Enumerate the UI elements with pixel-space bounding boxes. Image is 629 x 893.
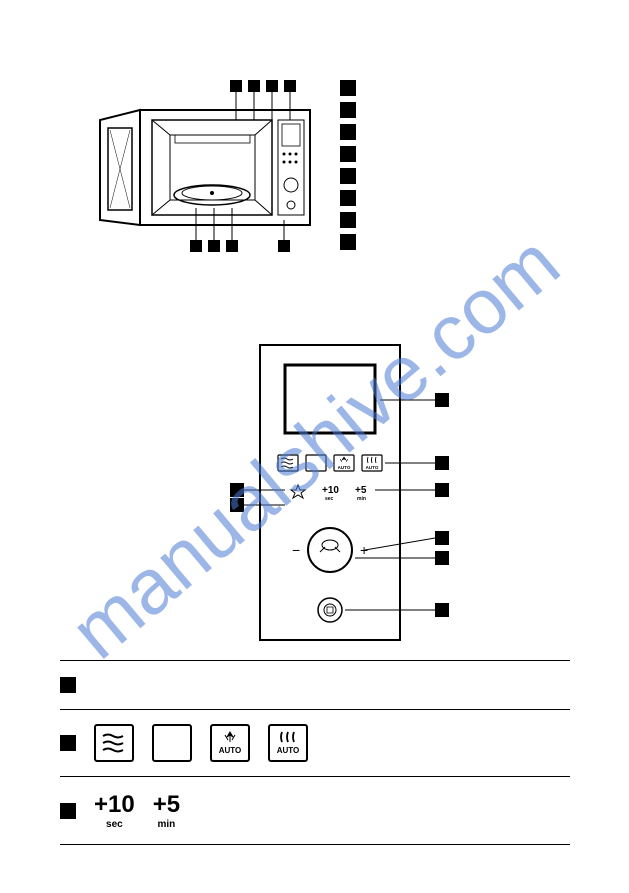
plus-10-unit: sec: [94, 819, 135, 830]
microwave-svg: [90, 80, 315, 255]
legend-row-time: +10 sec +5 min: [60, 777, 570, 844]
svg-text:AUTO: AUTO: [338, 465, 351, 470]
svg-text:+5: +5: [355, 485, 367, 496]
svg-text:AUTO: AUTO: [219, 746, 242, 755]
divider: [60, 844, 570, 845]
lower-section: AUTO AUTO +10 sec +5 min: [60, 660, 570, 845]
label-square: [340, 80, 356, 96]
svg-text:−: −: [292, 542, 300, 558]
label-square: [340, 124, 356, 140]
label-square: [340, 102, 356, 118]
label-square: [340, 234, 356, 250]
microwave-label-column: [340, 80, 356, 256]
label-square: [60, 735, 76, 751]
defrost-auto-icon: AUTO: [210, 724, 250, 762]
plus-10-sec: +10 sec: [94, 791, 135, 830]
label-square: [340, 190, 356, 206]
microwave-icon: [94, 724, 134, 762]
plus-5-min: +5 min: [153, 791, 180, 830]
svg-text:min: min: [357, 496, 366, 502]
control-panel-diagram: AUTO AUTO +10 sec +5 min − +: [230, 340, 490, 655]
svg-text:sec: sec: [325, 496, 334, 502]
legend-row-functions: AUTO AUTO: [60, 710, 570, 776]
label-square: [60, 677, 76, 693]
svg-text:+10: +10: [322, 485, 339, 496]
microwave-diagram: [90, 80, 315, 260]
label-square: [340, 212, 356, 228]
svg-text:AUTO: AUTO: [366, 465, 379, 470]
label-square: [340, 168, 356, 184]
control-panel-svg: AUTO AUTO +10 sec +5 min − +: [230, 340, 490, 650]
svg-text:AUTO: AUTO: [277, 746, 300, 755]
steam-auto-icon: AUTO: [268, 724, 308, 762]
label-square: [60, 803, 76, 819]
plus-5-unit: min: [153, 819, 180, 830]
plus-5-label: +5: [153, 791, 180, 818]
legend-row-1: [60, 661, 570, 709]
plus-10-label: +10: [94, 791, 135, 818]
label-square: [340, 146, 356, 162]
empty-icon: [152, 724, 192, 762]
